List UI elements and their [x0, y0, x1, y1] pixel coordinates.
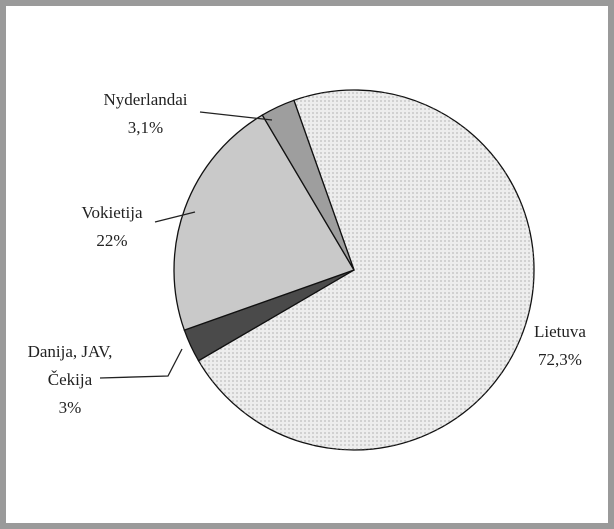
category-name: Vokietija [81, 203, 143, 222]
value-label: 3% [58, 398, 82, 417]
pie [173, 89, 535, 451]
slice-label: Lietuva 72,3% [510, 318, 610, 374]
category-name: Nyderlandai [103, 90, 188, 109]
leader-line [199, 111, 273, 121]
value-label: 22% [96, 231, 128, 250]
category-name: Danija, JAV, Čekija [27, 342, 113, 389]
category-name: Lietuva [534, 322, 586, 341]
pie-slice [173, 114, 355, 331]
leader-line [154, 211, 196, 223]
value-label: 3,1% [127, 118, 164, 137]
value-label: 72,3% [538, 350, 582, 369]
slice-label: Nyderlandai 3,1% [88, 86, 203, 142]
slice-label: Vokietija 22% [62, 199, 162, 255]
leader-line [99, 348, 183, 379]
pie-slice [261, 99, 355, 271]
slice-label: Danija, JAV, Čekija 3% [10, 338, 130, 422]
slice-texture [198, 90, 535, 451]
leaders [99, 111, 273, 379]
